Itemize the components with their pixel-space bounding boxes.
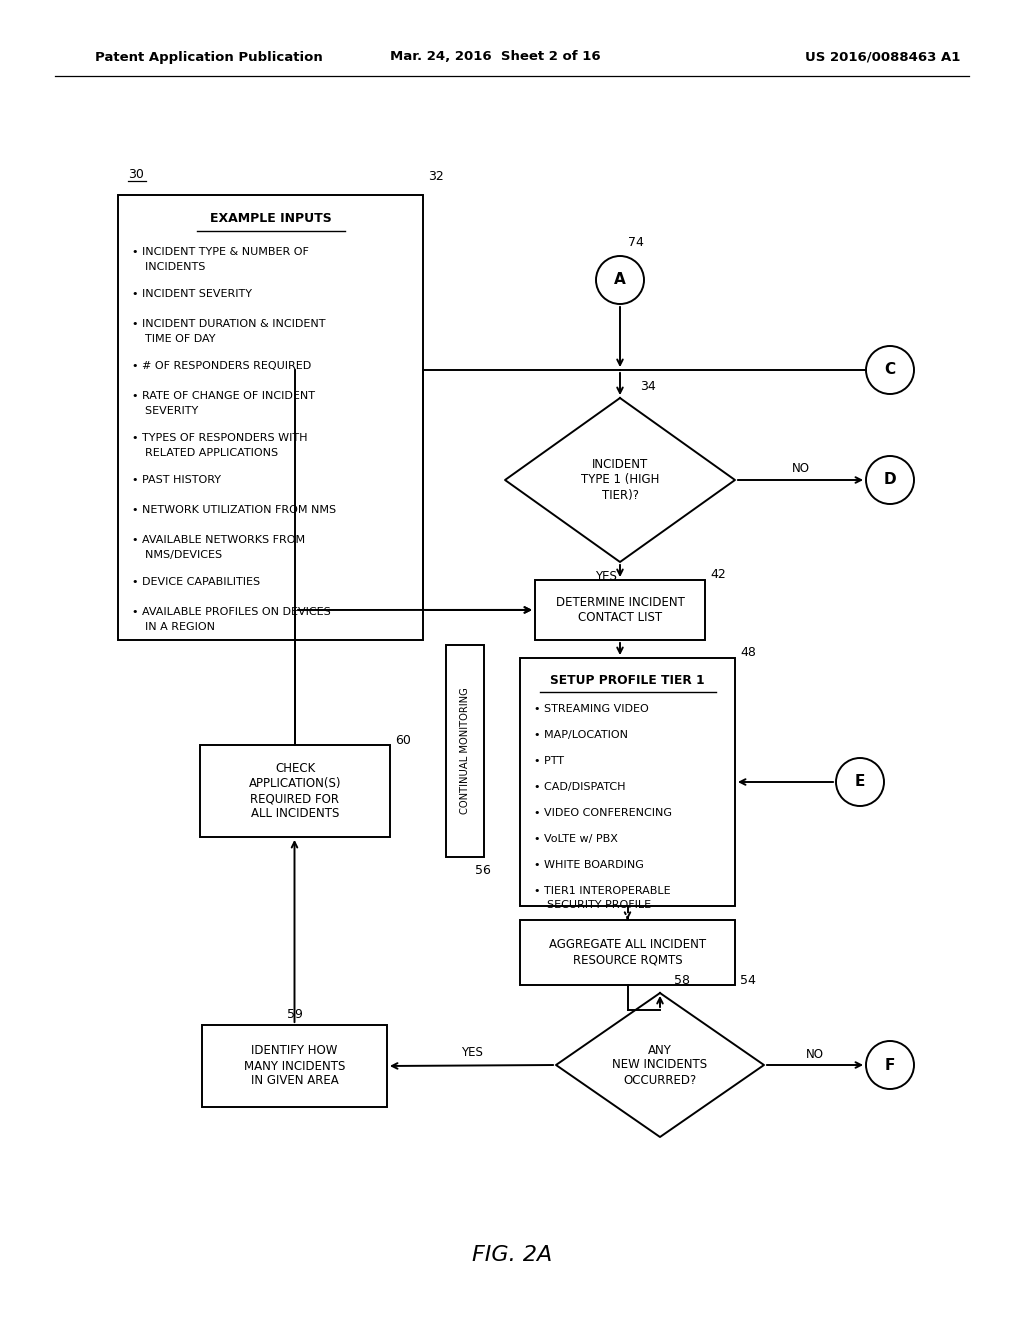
Text: TIME OF DAY: TIME OF DAY	[138, 334, 215, 345]
Text: Patent Application Publication: Patent Application Publication	[95, 50, 323, 63]
Text: C: C	[885, 363, 896, 378]
Text: • INCIDENT DURATION & INCIDENT: • INCIDENT DURATION & INCIDENT	[132, 319, 326, 329]
Text: • PAST HISTORY: • PAST HISTORY	[132, 475, 221, 484]
Text: ANY
NEW INCIDENTS
OCCURRED?: ANY NEW INCIDENTS OCCURRED?	[612, 1044, 708, 1086]
Text: NMS/DEVICES: NMS/DEVICES	[138, 550, 222, 560]
Bar	[446, 645, 484, 857]
Text: • MAP/LOCATION: • MAP/LOCATION	[534, 730, 628, 741]
Text: • DEVICE CAPABILITIES: • DEVICE CAPABILITIES	[132, 577, 260, 587]
Text: • INCIDENT SEVERITY: • INCIDENT SEVERITY	[132, 289, 252, 300]
Text: IDENTIFY HOW
MANY INCIDENTS
IN GIVEN AREA: IDENTIFY HOW MANY INCIDENTS IN GIVEN ARE…	[244, 1044, 345, 1088]
Text: IN A REGION: IN A REGION	[138, 622, 215, 632]
Text: Mar. 24, 2016  Sheet 2 of 16: Mar. 24, 2016 Sheet 2 of 16	[390, 50, 601, 63]
Bar	[520, 920, 735, 985]
Text: • TYPES OF RESPONDERS WITH: • TYPES OF RESPONDERS WITH	[132, 433, 307, 444]
Text: 34: 34	[640, 380, 655, 392]
Text: YES: YES	[461, 1047, 482, 1060]
Text: 58: 58	[674, 974, 690, 987]
Text: SECURITY PROFILE: SECURITY PROFILE	[540, 900, 651, 909]
Text: • AVAILABLE PROFILES ON DEVICES: • AVAILABLE PROFILES ON DEVICES	[132, 607, 331, 616]
Text: 48: 48	[740, 647, 756, 660]
Text: A: A	[614, 272, 626, 288]
Text: DETERMINE INCIDENT
CONTACT LIST: DETERMINE INCIDENT CONTACT LIST	[556, 597, 684, 624]
Bar	[202, 1026, 387, 1107]
Bar	[535, 579, 705, 640]
Text: 59: 59	[287, 1008, 302, 1022]
Text: SEVERITY: SEVERITY	[138, 407, 199, 416]
Text: 60: 60	[395, 734, 411, 747]
Text: • VIDEO CONFERENCING: • VIDEO CONFERENCING	[534, 808, 672, 818]
Text: INCIDENT
TYPE 1 (HIGH
TIER)?: INCIDENT TYPE 1 (HIGH TIER)?	[581, 458, 659, 502]
Text: FIG. 2A: FIG. 2A	[472, 1245, 552, 1265]
Text: INCIDENTS: INCIDENTS	[138, 261, 206, 272]
Bar	[520, 657, 735, 906]
Bar	[200, 744, 390, 837]
Text: US 2016/0088463 A1: US 2016/0088463 A1	[805, 50, 961, 63]
Text: E: E	[855, 775, 865, 789]
Text: 42: 42	[710, 569, 726, 582]
Text: 74: 74	[628, 235, 644, 248]
Text: 32: 32	[428, 170, 443, 183]
Text: • INCIDENT TYPE & NUMBER OF: • INCIDENT TYPE & NUMBER OF	[132, 247, 309, 257]
Text: RELATED APPLICATIONS: RELATED APPLICATIONS	[138, 447, 279, 458]
Text: • WHITE BOARDING: • WHITE BOARDING	[534, 861, 644, 870]
Text: • # OF RESPONDERS REQUIRED: • # OF RESPONDERS REQUIRED	[132, 360, 311, 371]
Text: • PTT: • PTT	[534, 756, 564, 766]
Text: CONTINUAL MONITORING: CONTINUAL MONITORING	[460, 688, 470, 814]
Text: • NETWORK UTILIZATION FROM NMS: • NETWORK UTILIZATION FROM NMS	[132, 506, 336, 515]
Text: 56: 56	[475, 865, 490, 878]
Text: NO: NO	[806, 1048, 824, 1060]
Text: YES: YES	[595, 569, 616, 582]
Text: • TIER1 INTEROPERABLE: • TIER1 INTEROPERABLE	[534, 886, 671, 896]
Text: NO: NO	[792, 462, 810, 475]
Text: AGGREGATE ALL INCIDENT
RESOURCE RQMTS: AGGREGATE ALL INCIDENT RESOURCE RQMTS	[549, 939, 707, 966]
Text: SETUP PROFILE TIER 1: SETUP PROFILE TIER 1	[550, 673, 705, 686]
Text: • VoLTE w/ PBX: • VoLTE w/ PBX	[534, 834, 617, 843]
Text: 54: 54	[740, 974, 756, 987]
Text: • CAD/DISPATCH: • CAD/DISPATCH	[534, 781, 626, 792]
Text: • STREAMING VIDEO: • STREAMING VIDEO	[534, 704, 649, 714]
Text: CHECK
APPLICATION(S)
REQUIRED FOR
ALL INCIDENTS: CHECK APPLICATION(S) REQUIRED FOR ALL IN…	[249, 762, 341, 820]
Text: D: D	[884, 473, 896, 487]
Text: • AVAILABLE NETWORKS FROM: • AVAILABLE NETWORKS FROM	[132, 535, 305, 545]
Text: EXAMPLE INPUTS: EXAMPLE INPUTS	[210, 213, 332, 226]
Text: F: F	[885, 1057, 895, 1072]
Bar	[118, 195, 423, 640]
Text: 30: 30	[128, 169, 144, 181]
Text: • RATE OF CHANGE OF INCIDENT: • RATE OF CHANGE OF INCIDENT	[132, 391, 315, 401]
